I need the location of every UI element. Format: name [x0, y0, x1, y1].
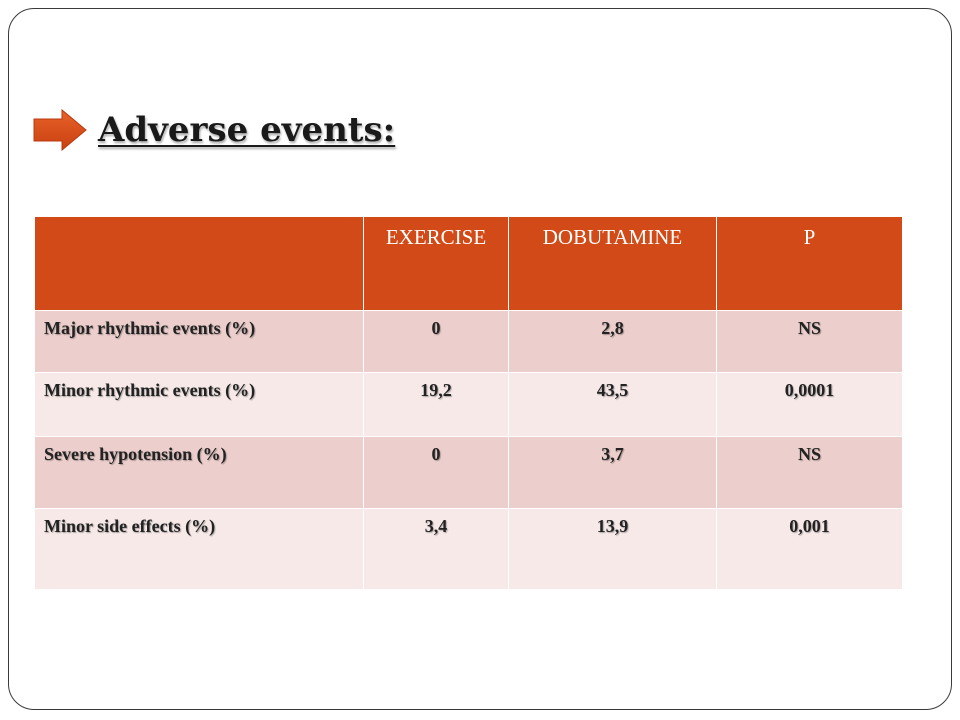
header-cell-exercise: EXERCISE: [363, 216, 509, 311]
adverse-events-table: EXERCISE DOBUTAMINE P Major rhythmic eve…: [34, 216, 903, 590]
header-cell-dobutamine: DOBUTAMINE: [508, 216, 717, 311]
dobutamine-value: 43,5: [508, 372, 717, 437]
row-label: Severe hypotension (%): [34, 436, 364, 509]
dobutamine-value: 3,7: [508, 436, 717, 509]
table-row: Major rhythmic events (%) 0 2,8 NS: [34, 310, 903, 373]
table-row: Minor rhythmic events (%) 19,2 43,5 0,00…: [34, 372, 903, 437]
p-value: NS: [716, 436, 903, 509]
row-label: Minor side effects (%): [34, 508, 364, 590]
table-header-row: EXERCISE DOBUTAMINE P: [34, 216, 903, 311]
p-value: NS: [716, 310, 903, 373]
dobutamine-value: 2,8: [508, 310, 717, 373]
p-value: 0,0001: [716, 372, 903, 437]
header-cell-empty: [34, 216, 364, 311]
row-label: Major rhythmic events (%): [34, 310, 364, 373]
row-label: Minor rhythmic events (%): [34, 372, 364, 437]
exercise-value: 19,2: [363, 372, 509, 437]
table-row: Minor side effects (%) 3,4 13,9 0,001: [34, 508, 903, 590]
p-value: 0,001: [716, 508, 903, 590]
header-cell-p: P: [716, 216, 903, 311]
dobutamine-value: 13,9: [508, 508, 717, 590]
table-row: Severe hypotension (%) 0 3,7 NS: [34, 436, 903, 509]
arrow-right-icon: [33, 108, 87, 152]
exercise-value: 0: [363, 310, 509, 373]
slide-title: Adverse events:: [98, 110, 396, 150]
exercise-value: 0: [363, 436, 509, 509]
exercise-value: 3,4: [363, 508, 509, 590]
